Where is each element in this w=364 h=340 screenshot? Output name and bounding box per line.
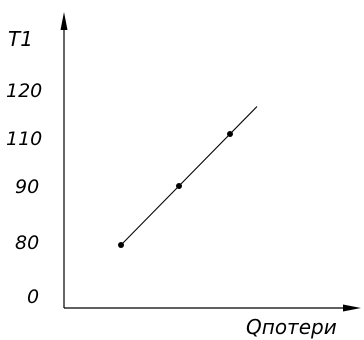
- y-tick-label: 90: [15, 176, 39, 198]
- y-tick-label: 110: [6, 128, 42, 150]
- x-axis-arrow: [343, 304, 361, 312]
- y-tick-label: 120: [6, 80, 42, 102]
- x-axis-title: Qпотери: [246, 315, 337, 339]
- data-point: [227, 131, 233, 137]
- data-point: [176, 183, 182, 189]
- series-marks: [118, 106, 258, 248]
- y-tick-label: 0: [27, 286, 39, 308]
- y-axis-title: T1: [8, 27, 33, 51]
- y-axis-arrow: [60, 12, 68, 30]
- series-line: [120, 106, 258, 246]
- y-tick-label: 80: [15, 232, 39, 254]
- data-point: [118, 242, 124, 248]
